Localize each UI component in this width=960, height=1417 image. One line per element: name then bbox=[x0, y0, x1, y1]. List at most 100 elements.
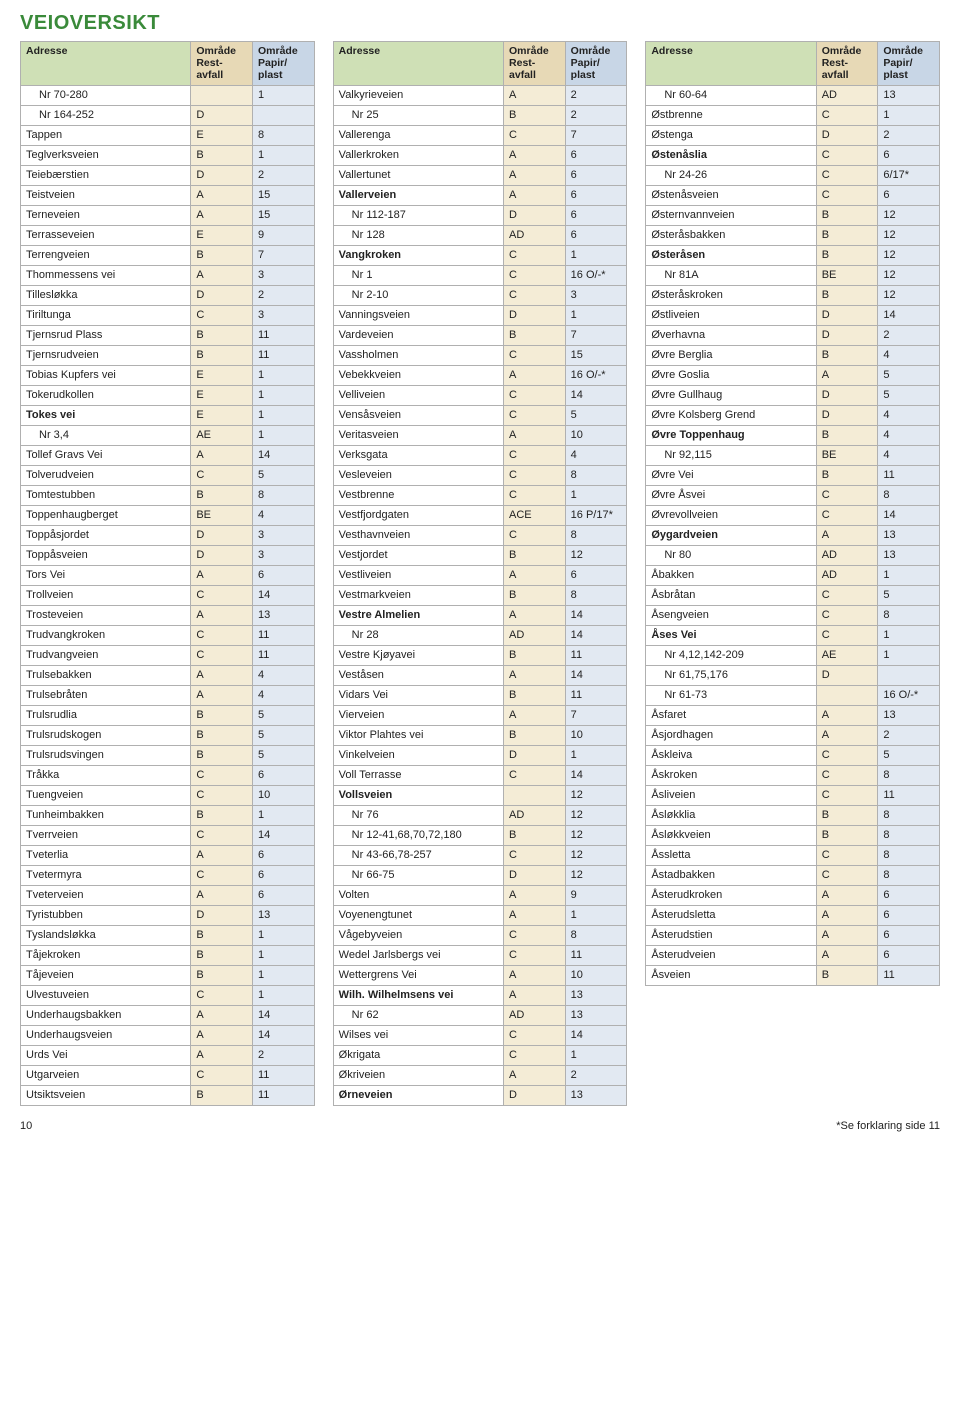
cell: 8 bbox=[878, 806, 940, 826]
cell: 5 bbox=[878, 586, 940, 606]
cell: Wilses vei bbox=[333, 1026, 503, 1046]
cell: 1 bbox=[253, 386, 315, 406]
cell: C bbox=[504, 406, 566, 426]
cell: 6 bbox=[565, 146, 627, 166]
cell: 2 bbox=[565, 106, 627, 126]
cell: 2 bbox=[878, 126, 940, 146]
table-row: VallerveienA6 bbox=[333, 186, 627, 206]
cell: B bbox=[504, 646, 566, 666]
cell: A bbox=[191, 186, 253, 206]
cell: 13 bbox=[878, 706, 940, 726]
cell: 13 bbox=[253, 906, 315, 926]
cell: A bbox=[191, 1046, 253, 1066]
cell: Åsveien bbox=[646, 966, 816, 986]
table-row: TyslandsløkkaB1 bbox=[21, 926, 315, 946]
table-row: Tokes veiE1 bbox=[21, 406, 315, 426]
table-row: TrulsebråtenA4 bbox=[21, 686, 315, 706]
table-row: Tobias Kupfers veiE1 bbox=[21, 366, 315, 386]
cell: C bbox=[504, 486, 566, 506]
cell: C bbox=[816, 626, 878, 646]
cell: Terrasseveien bbox=[21, 226, 191, 246]
cell: A bbox=[504, 606, 566, 626]
cell: Teglverksveien bbox=[21, 146, 191, 166]
table-row: UtgarveienC11 bbox=[21, 1066, 315, 1086]
cell: BE bbox=[191, 506, 253, 526]
cell: Tunheimbakken bbox=[21, 806, 191, 826]
cell: A bbox=[816, 946, 878, 966]
cell: Tollef Gravs Vei bbox=[21, 446, 191, 466]
cell: 4 bbox=[253, 686, 315, 706]
cell: 5 bbox=[878, 386, 940, 406]
table-row: Tors VeiA6 bbox=[21, 566, 315, 586]
cell: C bbox=[504, 346, 566, 366]
cell: 12 bbox=[878, 246, 940, 266]
table-row: Wedel Jarlsbergs veiC11 bbox=[333, 946, 627, 966]
table-row: VesthavnveienC8 bbox=[333, 526, 627, 546]
cell: 14 bbox=[565, 766, 627, 786]
cell: Vestjordet bbox=[333, 546, 503, 566]
cell: Tappen bbox=[21, 126, 191, 146]
cell: Åstadbakken bbox=[646, 866, 816, 886]
cell: B bbox=[191, 486, 253, 506]
column-3: Adresse Område Rest-avfall Område Papir/… bbox=[645, 41, 940, 1106]
cell: Nr 128 bbox=[333, 226, 503, 246]
cell: 5 bbox=[253, 466, 315, 486]
cell: 7 bbox=[565, 126, 627, 146]
table-row: VeritasveienA10 bbox=[333, 426, 627, 446]
cell: D bbox=[816, 386, 878, 406]
cell: Vassholmen bbox=[333, 346, 503, 366]
cell: A bbox=[816, 726, 878, 746]
header-row: Adresse Område Rest-avfall Område Papir/… bbox=[21, 42, 315, 86]
cell: Velliveien bbox=[333, 386, 503, 406]
cell: BE bbox=[816, 266, 878, 286]
cell: A bbox=[504, 366, 566, 386]
table-row: Øvre GullhaugD5 bbox=[646, 386, 940, 406]
cell: Trulsebakken bbox=[21, 666, 191, 686]
address-table-2: Adresse Område Rest-avfall Område Papir/… bbox=[333, 41, 628, 1106]
table-row: VallerengaC7 bbox=[333, 126, 627, 146]
cell: C bbox=[191, 866, 253, 886]
cell: Teistveien bbox=[21, 186, 191, 206]
cell: 11 bbox=[253, 326, 315, 346]
cell: 12 bbox=[878, 226, 940, 246]
cell: B bbox=[816, 346, 878, 366]
table-row: ÅsengveienC8 bbox=[646, 606, 940, 626]
cell: 12 bbox=[565, 826, 627, 846]
cell: 2 bbox=[878, 726, 940, 746]
cell: 5 bbox=[253, 746, 315, 766]
cell bbox=[191, 86, 253, 106]
table-row: VardeveienB7 bbox=[333, 326, 627, 346]
table-row: ØkrigataC1 bbox=[333, 1046, 627, 1066]
table-row: TomtestubbenB8 bbox=[21, 486, 315, 506]
cell: D bbox=[816, 666, 878, 686]
cell: 4 bbox=[878, 346, 940, 366]
cell: Tokerudkollen bbox=[21, 386, 191, 406]
cell: Nr 60-64 bbox=[646, 86, 816, 106]
cell: D bbox=[504, 206, 566, 226]
cell: Vestliveien bbox=[333, 566, 503, 586]
cell: D bbox=[504, 306, 566, 326]
table-row: TåjeveienB1 bbox=[21, 966, 315, 986]
table-row: TolverudveienC5 bbox=[21, 466, 315, 486]
table-row: Tjernsrud PlassB11 bbox=[21, 326, 315, 346]
cell: C bbox=[191, 1066, 253, 1086]
cell: 11 bbox=[878, 466, 940, 486]
cell: Øvre Åsvei bbox=[646, 486, 816, 506]
cell: Ørneveien bbox=[333, 1086, 503, 1106]
cell: D bbox=[191, 526, 253, 546]
cell: Tomtestubben bbox=[21, 486, 191, 506]
cell: Nr 62 bbox=[333, 1006, 503, 1026]
cell: B bbox=[191, 146, 253, 166]
table-row: Øvre BergliaB4 bbox=[646, 346, 940, 366]
cell: Tjernsrud Plass bbox=[21, 326, 191, 346]
cell: Wedel Jarlsbergs vei bbox=[333, 946, 503, 966]
cell: 6 bbox=[253, 866, 315, 886]
table-row: ÅsløkkliaB8 bbox=[646, 806, 940, 826]
cell: 1 bbox=[253, 946, 315, 966]
cell: B bbox=[191, 1086, 253, 1106]
cell: C bbox=[504, 266, 566, 286]
table-row: ÅsterudstienA6 bbox=[646, 926, 940, 946]
cell: 15 bbox=[253, 186, 315, 206]
table-row: Nr 24-26C6/17* bbox=[646, 166, 940, 186]
cell: 11 bbox=[253, 646, 315, 666]
